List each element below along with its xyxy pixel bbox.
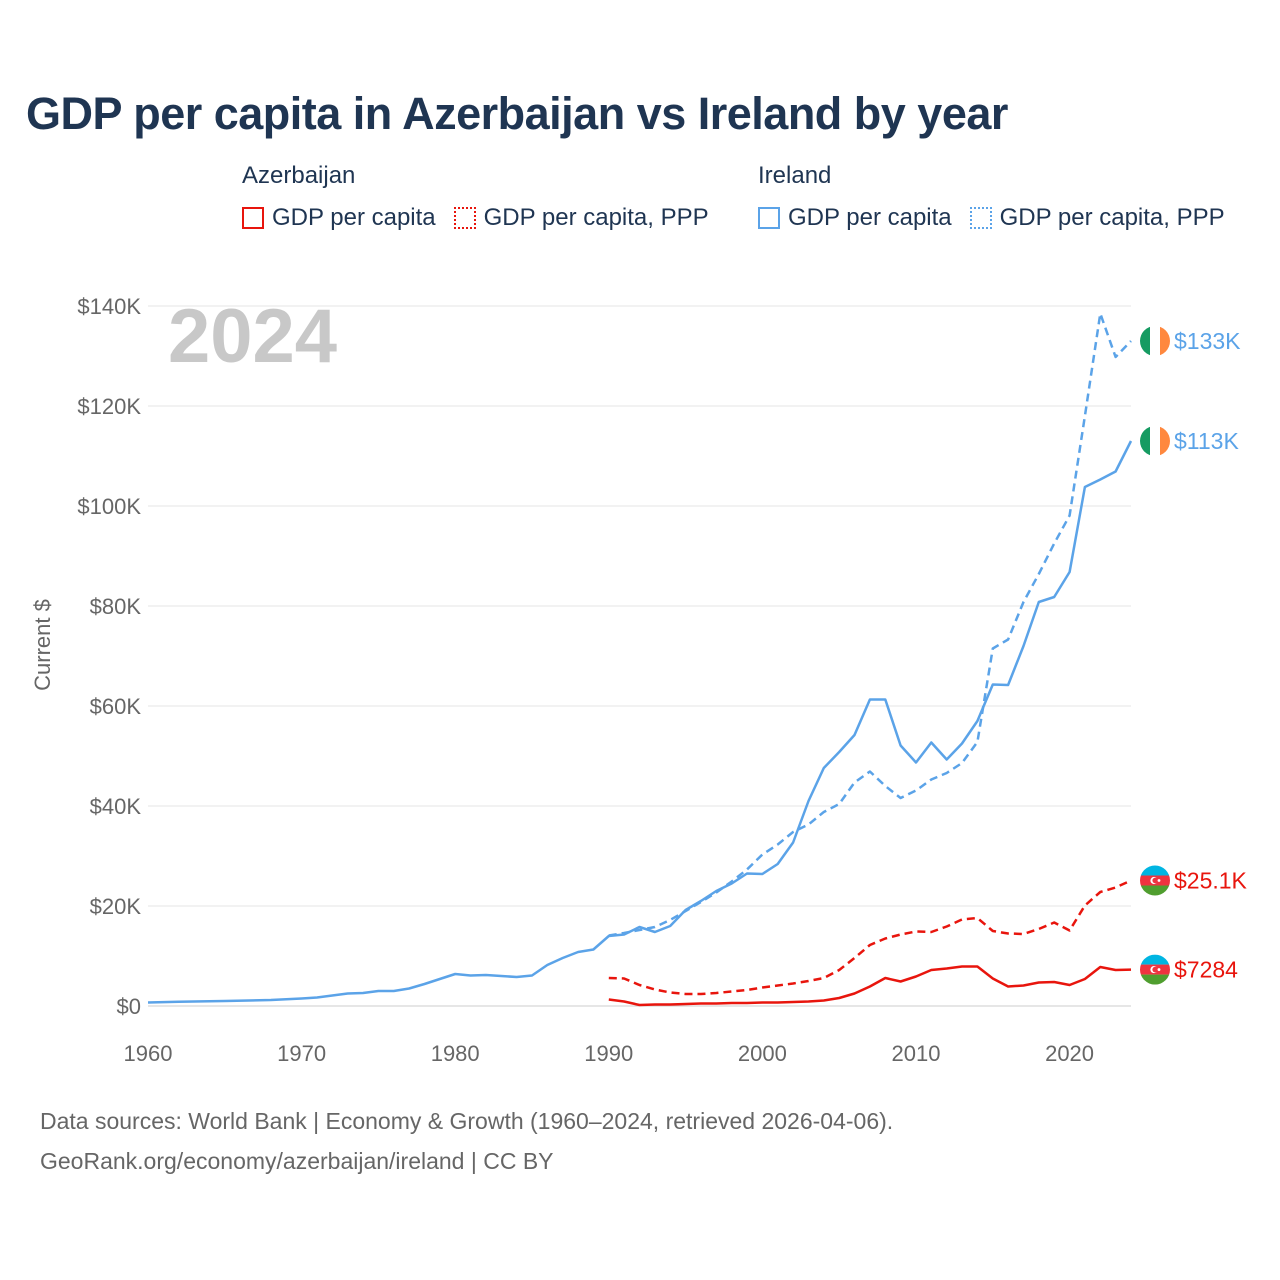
series-line-azerbaijan-ppp[interactable] bbox=[608, 879, 1132, 996]
legend-label: GDP per capita, PPP bbox=[999, 204, 1225, 231]
legend-item-azerbaijan-gdp-ppp[interactable]: GDP per capita, PPP bbox=[453, 204, 709, 232]
y-tick-label: $80K bbox=[90, 594, 142, 619]
series-endpoints: $113K $133K $7284 $25.1K bbox=[1140, 326, 1248, 985]
azerbaijan-flag-icon bbox=[1140, 954, 1170, 985]
series-end-label: $113K bbox=[1174, 428, 1239, 454]
series-end-label: $7284 bbox=[1174, 957, 1238, 983]
y-tick-label: $60K bbox=[90, 694, 142, 719]
series-line-ireland-ppp[interactable] bbox=[608, 312, 1132, 937]
legend-heading-ireland: Ireland bbox=[758, 162, 832, 189]
series-line-ireland-gdp[interactable] bbox=[147, 440, 1133, 1004]
x-tick-label: 1980 bbox=[431, 1041, 480, 1066]
y-tick-label: $120K bbox=[77, 394, 141, 419]
x-tick-label: 2020 bbox=[1045, 1041, 1094, 1066]
legend-swatch-dotted-icon bbox=[969, 207, 992, 229]
legend-label: GDP per capita, PPP bbox=[483, 204, 709, 231]
x-tick-label: 2010 bbox=[891, 1041, 940, 1066]
legend-swatch-dotted-icon bbox=[453, 207, 476, 229]
series-end-label: $133K bbox=[1174, 328, 1241, 354]
legend-swatch-solid-icon bbox=[758, 207, 780, 229]
legend-group-azerbaijan: Azerbaijan GDP per capita GDP per capita… bbox=[242, 162, 727, 232]
x-tick-label: 1970 bbox=[277, 1041, 326, 1066]
legend-heading-azerbaijan: Azerbaijan bbox=[242, 162, 356, 189]
y-tick-label: $100K bbox=[77, 494, 141, 519]
year-label: 2024 bbox=[168, 294, 337, 379]
x-tick-label: 1960 bbox=[124, 1041, 173, 1066]
x-tick-label: 2000 bbox=[738, 1041, 787, 1066]
legend-item-azerbaijan-gdp[interactable]: GDP per capita bbox=[242, 204, 436, 232]
legend-swatch-solid-icon bbox=[242, 207, 264, 229]
x-axis: 1960 1970 1980 1990 2000 2010 2020 bbox=[124, 1041, 1095, 1066]
legend-item-ireland-gdp[interactable]: GDP per capita bbox=[758, 204, 952, 232]
legend-item-ireland-gdp-ppp[interactable]: GDP per capita, PPP bbox=[969, 204, 1225, 232]
series-line-azerbaijan-gdp[interactable] bbox=[608, 965, 1132, 1007]
series-lines bbox=[147, 312, 1133, 1007]
y-tick-label: $20K bbox=[90, 894, 142, 919]
y-axis: $0 $20K $40K $60K $80K $100K $120K $140K bbox=[77, 294, 141, 1019]
footer-sources: Data sources: World Bank | Economy & Gro… bbox=[40, 1108, 894, 1134]
legend-label: GDP per capita bbox=[788, 204, 952, 231]
y-axis-title: Current $ bbox=[30, 599, 55, 691]
legend-group-ireland: Ireland GDP per capita GDP per capita, P… bbox=[758, 162, 1243, 232]
page-title: GDP per capita in Azerbaijan vs Ireland … bbox=[26, 88, 1008, 139]
y-tick-label: $40K bbox=[90, 794, 142, 819]
legend-label: GDP per capita bbox=[272, 204, 436, 231]
ireland-flag-icon bbox=[1140, 426, 1170, 456]
x-tick-label: 1990 bbox=[584, 1041, 633, 1066]
footer-attribution[interactable]: GeoRank.org/economy/azerbaijan/ireland |… bbox=[40, 1148, 554, 1174]
y-tick-label: $140K bbox=[77, 294, 141, 319]
azerbaijan-flag-icon bbox=[1140, 865, 1170, 896]
ireland-flag-icon bbox=[1140, 326, 1170, 356]
y-tick-label: $0 bbox=[117, 994, 141, 1019]
series-end-label: $25.1K bbox=[1174, 868, 1248, 894]
grid-lines bbox=[148, 305, 1131, 1007]
